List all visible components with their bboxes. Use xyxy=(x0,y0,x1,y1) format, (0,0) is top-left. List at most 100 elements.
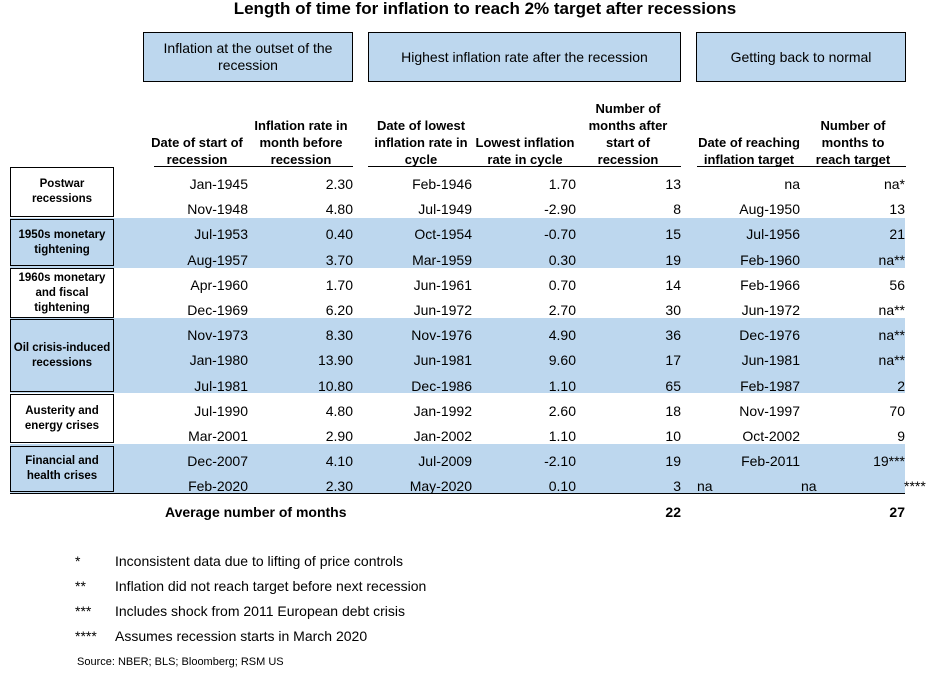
category-1960s: 1960s monetary and fiscal tightening xyxy=(10,268,114,318)
cell-lowest-rate: -0.70 xyxy=(544,226,576,242)
cell-months-to-target: na** xyxy=(878,302,905,318)
cell-months-after: 36 xyxy=(665,327,681,343)
cell-start-date: Mar-2001 xyxy=(188,428,248,444)
cell-start-date: Jul-1981 xyxy=(194,378,248,394)
cell-target-date: Aug-1950 xyxy=(739,201,800,217)
category-1950s: 1950s monetary tightening xyxy=(10,219,114,266)
cell-lowest-rate: 1.10 xyxy=(548,428,576,444)
cell-months-after: 14 xyxy=(665,277,681,293)
cell-target-date: Jul-1956 xyxy=(746,226,800,242)
cell-rate-before: 8.30 xyxy=(325,327,353,343)
footnote-mark: *** xyxy=(75,603,92,619)
footnote-mark: ** xyxy=(75,578,86,594)
cell-target-date: Nov-1997 xyxy=(739,403,800,419)
cell-months-to-target: na* xyxy=(883,176,905,192)
footnote-text: Includes shock from 2011 European debt c… xyxy=(115,603,406,619)
cell-months-after: 18 xyxy=(665,403,681,419)
cell-target-date: Feb-2011 xyxy=(741,453,800,469)
cell-start-date: Jul-1953 xyxy=(194,226,248,242)
cell-lowest-date: Jan-1992 xyxy=(413,403,472,419)
footnote-mark: **** xyxy=(75,628,97,644)
cell-months-to-target: 56 xyxy=(889,277,905,293)
cell-rate-before: 2.90 xyxy=(325,428,353,444)
category-band xyxy=(10,318,905,393)
cell-months-after: 19 xyxy=(665,252,681,268)
col-header-target-date: Date of reaching inflation target xyxy=(698,135,800,167)
cell-months-after: 8 xyxy=(673,201,681,217)
col-header-months-to-target: Number of months to reach target xyxy=(815,118,891,167)
cell-start-date: Dec-2007 xyxy=(187,453,248,469)
cell-lowest-rate: 2.60 xyxy=(548,403,576,419)
category-austerity: Austerity and energy crises xyxy=(10,394,114,443)
col-header-rate-before: Inflation rate in month before recession xyxy=(254,118,348,167)
cell-target-date: Feb-1960 xyxy=(740,252,800,268)
cell-months-to-target: 9 xyxy=(897,428,905,444)
cell-start-date: Jan-1945 xyxy=(189,176,248,192)
cell-months-after: 30 xyxy=(665,302,681,318)
average-label: Average number of months xyxy=(165,504,347,520)
cell-lowest-date: Mar-1959 xyxy=(412,252,472,268)
cell-target-date: na xyxy=(784,176,800,192)
group-header-outset: Inflation at the outset of the recession xyxy=(143,32,353,82)
header-underline xyxy=(368,166,681,167)
table-bottom-rule xyxy=(10,493,905,494)
col-header-lowest-rate: Lowest inflation rate in cycle xyxy=(475,135,575,167)
footnote-4: **** Assumes recession starts in March 20… xyxy=(75,628,367,644)
cell-months-after: 17 xyxy=(665,352,681,368)
cell-target-date: Feb-1966 xyxy=(740,277,800,293)
cell-months-after: 3 xyxy=(673,478,681,494)
cell-lowest-rate: 0.30 xyxy=(548,252,576,268)
cell-months-after: 65 xyxy=(665,378,681,394)
cell-rate-before: 0.40 xyxy=(325,226,353,242)
cell-rate-before: 4.10 xyxy=(325,453,353,469)
footnote-mark: * xyxy=(75,553,81,569)
category-postwar: Postwar recessions xyxy=(10,167,114,217)
cell-lowest-date: Nov-1976 xyxy=(411,327,472,343)
cell-lowest-rate: 0.70 xyxy=(548,277,576,293)
cell-months-to-target: 2 xyxy=(897,378,905,394)
cell-start-date: Apr-1960 xyxy=(190,277,248,293)
cell-lowest-date: May-2020 xyxy=(409,478,472,494)
footnote-2: ** Inflation did not reach target before … xyxy=(75,578,426,594)
cell-months-after: 10 xyxy=(665,428,681,444)
cell-months-after: 19 xyxy=(665,453,681,469)
cell-lowest-rate: -2.10 xyxy=(544,453,576,469)
average-months-after: 22 xyxy=(665,504,681,520)
cell-lowest-rate: 0.10 xyxy=(548,478,576,494)
cell-target-date: na xyxy=(697,478,713,494)
cell-lowest-rate: 1.70 xyxy=(548,176,576,192)
cell-target-date: Feb-1987 xyxy=(740,378,800,394)
cell-lowest-rate: -2.90 xyxy=(544,201,576,217)
cell-rate-before: 4.80 xyxy=(325,201,353,217)
cell-start-date: Nov-1973 xyxy=(187,327,248,343)
col-header-months-after: Number of months after start of recessio… xyxy=(588,101,668,167)
cell-lowest-rate: 9.60 xyxy=(548,352,576,368)
average-months-to-target: 27 xyxy=(889,504,905,520)
cell-rate-before: 1.70 xyxy=(325,277,353,293)
cell-lowest-date: Jun-1961 xyxy=(413,277,472,293)
group-header-normal: Getting back to normal xyxy=(696,32,906,82)
cell-rate-before: 10.80 xyxy=(317,378,353,394)
cell-lowest-date: Jun-1981 xyxy=(413,352,472,368)
cell-months-to-target: na** xyxy=(878,252,905,268)
footnote-text: Inflation did not reach target before ne… xyxy=(115,578,427,594)
cell-lowest-date: Dec-1986 xyxy=(411,378,472,394)
category-band xyxy=(10,444,905,493)
cell-months-after: 15 xyxy=(665,226,681,242)
category-oil-crisis: Oil crisis-induced recessions xyxy=(10,319,114,392)
group-header-highest: Highest inflation rate after the recessi… xyxy=(368,32,681,82)
category-band xyxy=(10,218,905,268)
cell-start-date: Aug-1957 xyxy=(187,252,248,268)
col-header-start-date: Date of start of recession xyxy=(151,135,243,167)
header-underline xyxy=(697,166,906,167)
cell-lowest-date: Oct-1954 xyxy=(414,226,472,242)
cell-target-date: Dec-1976 xyxy=(739,327,800,343)
cell-start-date: Dec-1969 xyxy=(187,302,248,318)
cell-start-date: Jul-1990 xyxy=(194,403,248,419)
cell-start-date: Jan-1980 xyxy=(189,352,248,368)
cell-rate-before: 13.90 xyxy=(317,352,353,368)
category-financial: Financial and health crises xyxy=(10,446,114,492)
cell-lowest-rate: 2.70 xyxy=(548,302,576,318)
cell-months-to-target: 21 xyxy=(889,226,905,242)
source-note: Source: NBER; BLS; Bloomberg; RSM US xyxy=(77,656,284,668)
